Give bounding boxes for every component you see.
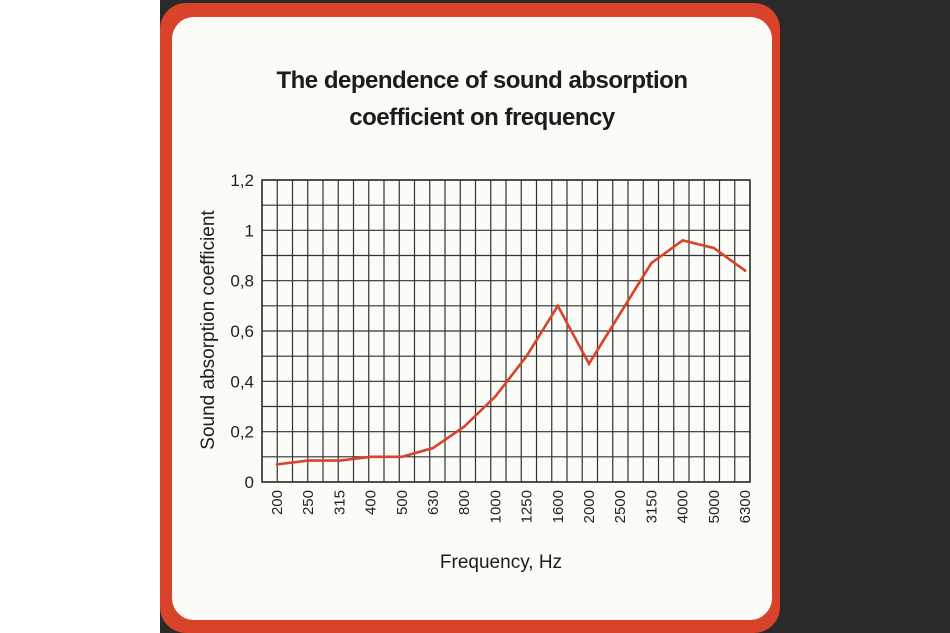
- data-point: [743, 269, 747, 272]
- x-tick-label: 400: [363, 490, 380, 515]
- x-tick-label: 2000: [581, 490, 598, 523]
- data-point: [556, 304, 560, 308]
- y-tick-label: 0,6: [230, 322, 254, 341]
- data-point: [650, 261, 653, 265]
- data-point: [712, 246, 716, 250]
- y-tick-label: 1,2: [230, 171, 254, 190]
- chart-title-line-1: The dependence of sound absorption: [276, 67, 688, 94]
- series-line: [275, 238, 747, 466]
- x-tick-label: 6300: [737, 490, 754, 523]
- data-point: [431, 446, 435, 450]
- chart-title: The dependence of sound absorption coeff…: [172, 62, 792, 136]
- chart-title-line-2: coefficient on frequency: [349, 104, 615, 131]
- chart-card: [172, 17, 772, 620]
- x-tick-label: 2500: [612, 490, 629, 523]
- y-tick-label: 0,4: [230, 372, 254, 391]
- y-axis-ticks: 0 0,2 0,4 0,6 0,8 1 1,2: [230, 171, 254, 492]
- data-point: [338, 459, 341, 462]
- plot-frame: [261, 179, 751, 483]
- data-point: [494, 395, 497, 398]
- x-tick-label: 1250: [519, 490, 536, 523]
- y-tick-label: 1: [245, 221, 254, 240]
- x-tick-label: 3150: [643, 490, 660, 523]
- x-tick-label: 315: [331, 490, 348, 515]
- y-axis-label: Sound absorption coefficient: [198, 210, 219, 450]
- x-tick-label: 800: [456, 490, 473, 515]
- data-point: [681, 239, 684, 242]
- x-tick-label: 4000: [675, 490, 692, 523]
- x-tick-label: 630: [425, 490, 442, 515]
- data-point: [306, 459, 310, 462]
- grid: [261, 179, 751, 483]
- x-tick-label: 1600: [550, 490, 567, 523]
- y-tick-label: 0: [245, 473, 254, 492]
- x-tick-label: 500: [394, 490, 411, 515]
- x-tick-label: 200: [269, 490, 286, 515]
- series-layer: [275, 238, 747, 466]
- x-axis-label: Frequency, Hz: [440, 552, 562, 573]
- data-point: [587, 362, 591, 366]
- y-tick-label: 0,2: [230, 423, 254, 442]
- x-tick-label: 5000: [706, 490, 723, 523]
- data-point: [462, 425, 466, 428]
- x-axis-ticks: 200 250 315 400 500 630 800 1000 1250 1600 2000 250…: [269, 490, 754, 523]
- x-tick-label: 1000: [487, 490, 504, 523]
- data-point: [525, 354, 528, 358]
- data-point: [400, 455, 404, 459]
- data-point: [369, 455, 372, 459]
- y-tick-label: 0,8: [230, 272, 254, 291]
- data-point: [275, 463, 279, 466]
- data-point: [618, 312, 622, 315]
- x-tick-label: 250: [300, 490, 317, 515]
